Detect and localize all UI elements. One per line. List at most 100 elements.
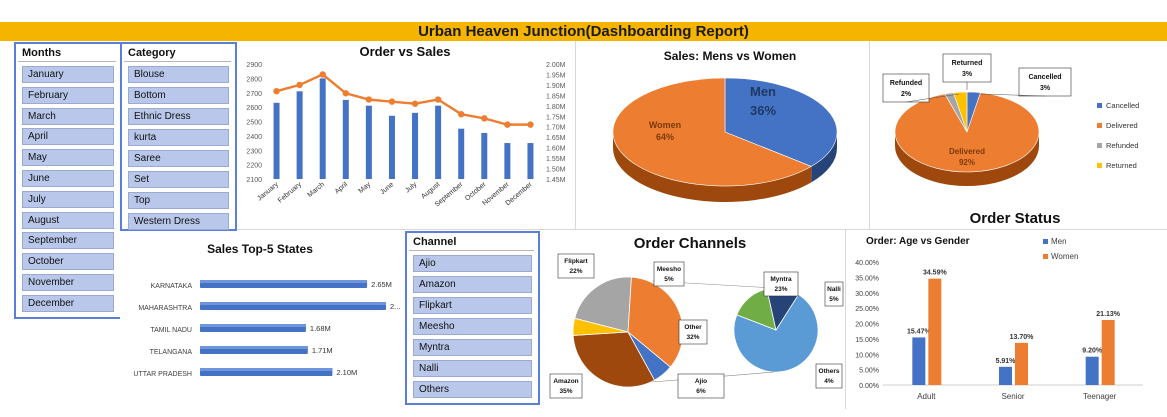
- month-slicer-item-april[interactable]: April: [22, 128, 114, 146]
- channel-main-slice: [572, 317, 629, 336]
- sales-point: [388, 98, 396, 105]
- channel-main-slice: [574, 276, 632, 333]
- order-status-title: Order Status: [969, 210, 1061, 227]
- state-value-label: 1.68M: [310, 324, 331, 333]
- months-slicer-title: Months: [18, 44, 116, 62]
- channel-slicer-item-ajio[interactable]: Ajio: [413, 255, 532, 272]
- orders-bar: [365, 105, 372, 179]
- order-channels-chart: Flipkart 22% Meesho 5% Other 32% Amazon 35% Ajio…: [549, 253, 844, 399]
- channel-slicer-item-amazon[interactable]: Amazon: [413, 276, 532, 293]
- sales-line: [276, 73, 531, 126]
- month-slicer-item-march[interactable]: March: [22, 107, 114, 125]
- month-slicer-item-january[interactable]: January: [22, 66, 114, 83]
- women-bar: [1015, 342, 1028, 385]
- category-slicer-item-kurta[interactable]: kurta: [128, 129, 229, 146]
- category-slicer-item-top[interactable]: Top: [128, 192, 229, 209]
- channel-slicer-item-others[interactable]: Others: [413, 381, 532, 398]
- y-tick: 20.00%: [855, 322, 879, 329]
- legend-label: Delivered: [1106, 121, 1138, 130]
- channel-callout-label: Myntra: [770, 276, 792, 283]
- women-bar: [928, 278, 942, 385]
- men-bar: [999, 366, 1012, 385]
- status-callout-box: [1018, 67, 1072, 97]
- month-slicer-item-june[interactable]: June: [22, 169, 114, 187]
- state-label: KARNATAKA: [151, 283, 193, 290]
- mens-vs-women-title: Sales: Mens vs Women: [663, 49, 797, 63]
- month-slicer-item-october[interactable]: October: [22, 253, 114, 271]
- channel-callout-value: 23%: [774, 286, 787, 293]
- month-slicer-item-may[interactable]: May: [22, 149, 114, 167]
- y-left-tick: 2900: [246, 62, 262, 69]
- bar-value-label: 15.47%: [907, 328, 932, 335]
- legend-label: Refunded: [1106, 141, 1139, 150]
- sales-point: [365, 96, 373, 103]
- month-slicer-item-august[interactable]: August: [22, 211, 114, 229]
- channel-callout-label: Ajio: [695, 378, 707, 385]
- men-bar: [912, 337, 926, 385]
- category-list: Blouse Bottom Ethnic Dress kurta Saree Set Top…: [122, 66, 235, 230]
- channel-callout-label: Meesho: [657, 266, 681, 273]
- status-callout-label: Cancelled: [1028, 74, 1061, 81]
- mens-vs-women-chart: Men 36% Women 64%: [612, 77, 838, 202]
- channel-slicer-item-myntra[interactable]: Myntra: [413, 339, 532, 356]
- month-slicer-item-december[interactable]: December: [22, 294, 114, 312]
- y-right-tick: 1.70M: [546, 125, 566, 132]
- x-tick-label: Senior: [1001, 392, 1024, 401]
- month-slicer-item-november[interactable]: November: [22, 273, 114, 291]
- sales-point: [434, 96, 442, 103]
- x-tick-label: July: [404, 181, 418, 195]
- men-bar: [1085, 356, 1099, 385]
- dashboard-title: Urban Heaven Junction(Dashboarding Repor…: [0, 22, 1167, 41]
- bar-value-label: 9.20%: [1082, 348, 1103, 355]
- panel-divider: [120, 229, 1167, 230]
- orders-bar: [435, 105, 442, 179]
- month-slicer-item-july[interactable]: July: [22, 190, 114, 208]
- category-slicer-item-saree[interactable]: Saree: [128, 150, 229, 167]
- y-right-tick: 1.90M: [546, 83, 566, 90]
- order-status-chart: Delivered 92% Returned 3% Cancelled 3% Refunde…: [882, 53, 1139, 186]
- orders-bar: [458, 128, 465, 179]
- state-value-label: 2.10M: [336, 368, 357, 377]
- y-tick: 10.00%: [855, 352, 879, 359]
- channel-slicer-item-flipkart[interactable]: Flipkart: [413, 297, 532, 314]
- state-label: UTTAR PRADESH: [133, 371, 192, 378]
- category-slicer-item-set[interactable]: Set: [128, 171, 229, 188]
- channel-callout-box: [763, 271, 799, 297]
- channel-main-slice: [627, 276, 684, 368]
- month-slicer-item-september[interactable]: September: [22, 232, 114, 250]
- y-left-tick: 2700: [246, 91, 262, 98]
- channel-callout-value: 22%: [569, 268, 582, 275]
- channel-callout-box: [549, 373, 583, 399]
- orders-bar: [527, 143, 534, 179]
- panel-divider: [575, 41, 576, 229]
- gender-pie-slice: [612, 77, 812, 187]
- channel-callout-label: Others: [819, 368, 840, 375]
- channel-slicer-item-nalli[interactable]: Nalli: [413, 360, 532, 377]
- category-slicer-item-bottom[interactable]: Bottom: [128, 87, 229, 104]
- state-bar-highlight: [200, 280, 368, 283]
- y-tick: 40.00%: [855, 260, 879, 267]
- category-slicer-item-ethnic-dress[interactable]: Ethnic Dress: [128, 108, 229, 125]
- women-value-label: 64%: [656, 132, 674, 142]
- state-label: TELANGANA: [150, 349, 193, 356]
- category-slicer-item-blouse[interactable]: Blouse: [128, 66, 229, 83]
- month-slicer-item-february[interactable]: February: [22, 86, 114, 104]
- category-slicer-item-western-dress[interactable]: Western Dress: [128, 213, 229, 230]
- y-right-tick: 1.45M: [546, 177, 566, 184]
- x-tick-label: Teenager: [1083, 392, 1117, 401]
- status-callout-box: [942, 53, 992, 83]
- orders-bar: [412, 112, 419, 179]
- status-callout-value: 3%: [962, 71, 973, 78]
- top5-states-chart: KARNATAKA 2.65M MAHARASHTRA 2... TAMIL NADU 1…: [133, 280, 400, 378]
- channel-callout-label: Amazon: [553, 378, 578, 385]
- y-right-tick: 1.50M: [546, 167, 566, 174]
- channel-slicer-item-meesho[interactable]: Meesho: [413, 318, 532, 335]
- legend-swatch: [1097, 123, 1102, 128]
- legend-swatch: [1043, 254, 1048, 259]
- y-right-tick: 1.80M: [546, 104, 566, 111]
- sales-point: [481, 115, 488, 122]
- channel-list: Ajio Amazon Flipkart Meesho Myntra Nalli Other…: [407, 255, 538, 398]
- y-right-tick: 1.65M: [546, 135, 566, 142]
- y-right-tick: 1.60M: [546, 146, 566, 153]
- x-tick-label: March: [307, 181, 326, 199]
